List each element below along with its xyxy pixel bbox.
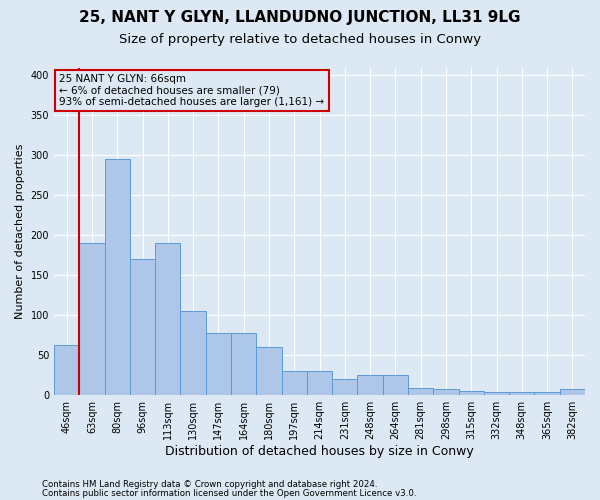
- Text: 25, NANT Y GLYN, LLANDUDNO JUNCTION, LL31 9LG: 25, NANT Y GLYN, LLANDUDNO JUNCTION, LL3…: [79, 10, 521, 25]
- Bar: [383, 375, 408, 395]
- Bar: [256, 347, 281, 395]
- Bar: [358, 375, 383, 395]
- Text: Size of property relative to detached houses in Conwy: Size of property relative to detached ho…: [119, 32, 481, 46]
- Bar: [181, 311, 206, 395]
- Bar: [79, 243, 104, 395]
- Bar: [206, 332, 231, 395]
- Bar: [433, 389, 458, 395]
- Bar: [535, 392, 560, 395]
- Bar: [231, 332, 256, 395]
- Bar: [281, 371, 307, 395]
- Y-axis label: Number of detached properties: Number of detached properties: [15, 144, 25, 319]
- Bar: [458, 391, 484, 395]
- Text: Contains HM Land Registry data © Crown copyright and database right 2024.: Contains HM Land Registry data © Crown c…: [42, 480, 377, 489]
- Text: Contains public sector information licensed under the Open Government Licence v3: Contains public sector information licen…: [42, 490, 416, 498]
- Bar: [155, 243, 181, 395]
- Bar: [104, 160, 130, 395]
- Bar: [54, 344, 79, 395]
- Bar: [332, 379, 358, 395]
- Text: 25 NANT Y GLYN: 66sqm
← 6% of detached houses are smaller (79)
93% of semi-detac: 25 NANT Y GLYN: 66sqm ← 6% of detached h…: [59, 74, 325, 107]
- X-axis label: Distribution of detached houses by size in Conwy: Distribution of detached houses by size …: [165, 444, 474, 458]
- Bar: [560, 389, 585, 395]
- Bar: [408, 388, 433, 395]
- Bar: [484, 392, 509, 395]
- Bar: [509, 392, 535, 395]
- Bar: [307, 371, 332, 395]
- Bar: [130, 259, 155, 395]
